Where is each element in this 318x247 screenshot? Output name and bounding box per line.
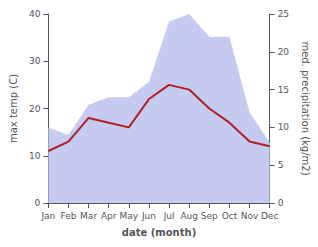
svg-text:Dec: Dec [261, 211, 278, 221]
svg-text:5: 5 [278, 160, 284, 170]
svg-text:Feb: Feb [61, 211, 77, 221]
svg-text:Jul: Jul [163, 211, 175, 221]
svg-text:0: 0 [35, 198, 41, 208]
svg-text:40: 40 [29, 9, 41, 19]
svg-text:Jan: Jan [40, 211, 55, 221]
svg-text:Aug: Aug [180, 211, 198, 221]
svg-text:Jun: Jun [141, 211, 156, 221]
svg-text:May: May [120, 211, 139, 221]
svg-text:Apr: Apr [101, 211, 117, 221]
svg-text:30: 30 [29, 56, 41, 66]
svg-text:date (month): date (month) [122, 227, 196, 238]
svg-text:Nov: Nov [241, 211, 259, 221]
svg-text:Mar: Mar [80, 211, 97, 221]
svg-text:med. precipitation (kg/m2): med. precipitation (kg/m2) [300, 41, 311, 175]
svg-text:Sep: Sep [201, 211, 218, 221]
svg-text:20: 20 [278, 47, 290, 57]
svg-text:max temp (C): max temp (C) [8, 74, 19, 143]
svg-text:10: 10 [29, 151, 41, 161]
svg-text:0: 0 [278, 198, 284, 208]
svg-text:25: 25 [278, 9, 289, 19]
svg-text:10: 10 [278, 122, 290, 132]
svg-text:Oct: Oct [222, 211, 238, 221]
svg-text:15: 15 [278, 85, 289, 95]
svg-text:20: 20 [29, 104, 41, 114]
